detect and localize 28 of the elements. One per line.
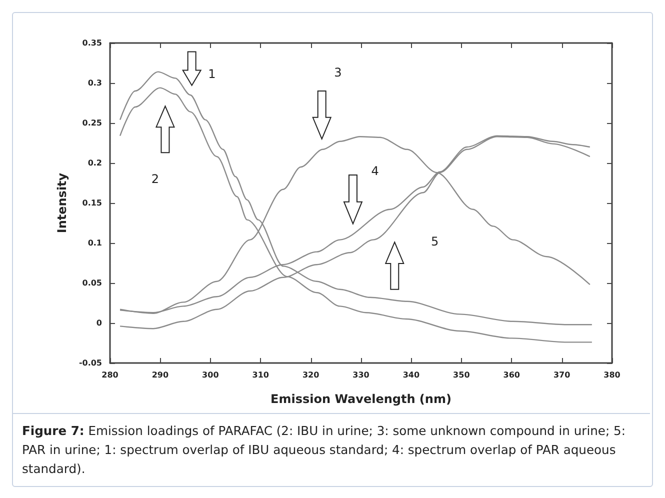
y-tick-label: 0.15 — [82, 198, 102, 208]
x-tick-label: 320 — [302, 370, 320, 380]
annotation: 1 — [208, 67, 216, 82]
y-tick-label: -0.05 — [78, 358, 102, 368]
y-axis-title: Intensity — [55, 172, 70, 234]
y-tick-label: 0.1 — [88, 238, 102, 248]
x-tick-label: 340 — [402, 370, 420, 380]
x-tick-label: 330 — [352, 370, 370, 380]
y-tick-label: 0.35 — [82, 38, 102, 48]
x-tick-label: 380 — [604, 370, 621, 380]
x-tick-label: 360 — [503, 370, 520, 380]
annotation: 3 — [334, 66, 342, 80]
caption: Figure 7: Emission loadings of PARAFAC (2: IBU in urine; 3: some unknown compound in urine; 5: PAR in urine; 1: spectrum overlap of IBU aqueous standard; 4: spectrum overlap of PAR aqueous standard). — [22, 424, 626, 476]
x-tick-label: 290 — [152, 370, 169, 380]
x-tick-label: 310 — [252, 370, 270, 380]
annotation: 5 — [430, 234, 439, 248]
y-tick-label: 0.05 — [82, 278, 102, 288]
x-tick-label: 370 — [553, 370, 571, 380]
y-tick-label: 0.2 — [88, 158, 102, 168]
annotation: 2 — [151, 172, 159, 186]
y-tick-label: 0.25 — [82, 118, 102, 128]
x-tick-label: 280 — [102, 370, 119, 380]
x-axis-title: Emission Wavelength (nm) — [270, 392, 452, 406]
x-tick-label: 350 — [453, 370, 470, 380]
annotation: 4 — [371, 164, 379, 178]
y-tick-label: 0 — [96, 318, 102, 328]
y-tick-label: 0.3 — [88, 78, 102, 88]
x-tick-label: 300 — [202, 370, 220, 380]
